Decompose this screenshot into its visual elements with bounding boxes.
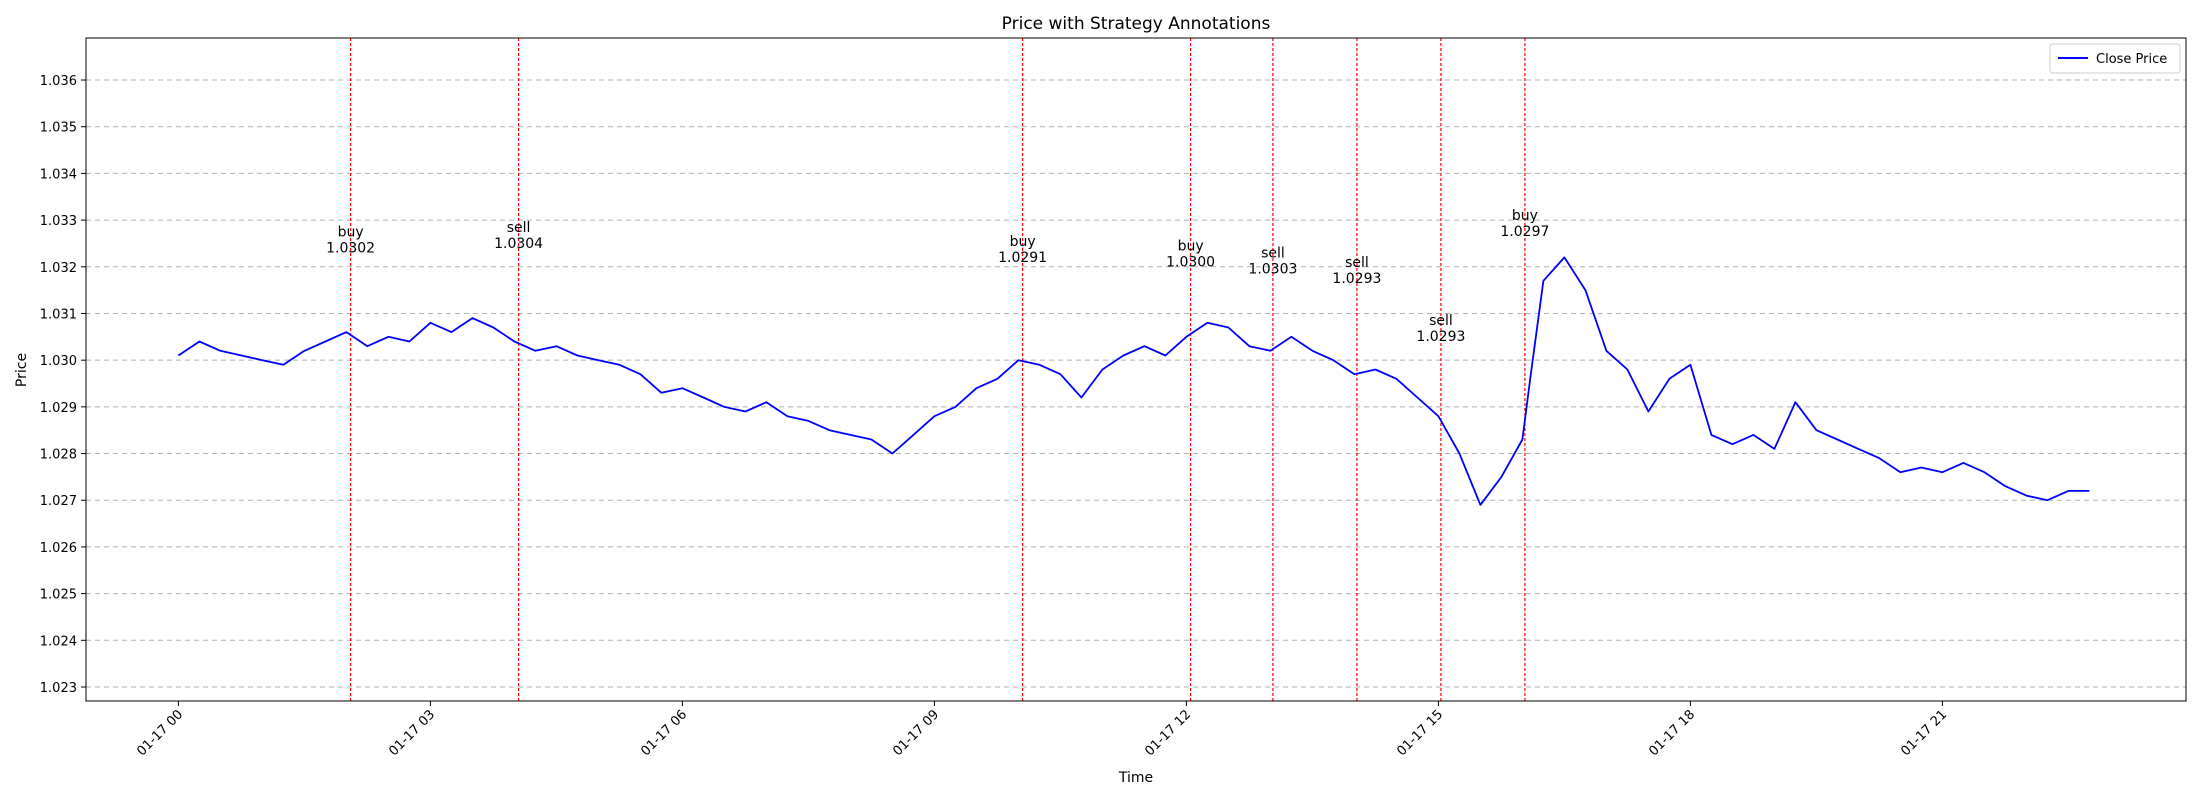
annotation-price-label: 1.0304	[494, 236, 543, 252]
annotation-price-label: 1.0291	[998, 250, 1047, 266]
legend-box	[2049, 43, 2181, 74]
annotation-price-label: 1.0297	[1500, 224, 1549, 240]
y-tick-label: 1.029	[40, 401, 77, 416]
series-line-close-price	[177, 256, 2090, 506]
y-tick-label: 1.035	[40, 121, 77, 136]
y-tick-label: 1.034	[40, 167, 77, 182]
annotation-action-label: buy	[1512, 208, 1538, 224]
legend: Close Price	[2049, 43, 2181, 74]
plot-area-frame	[85, 37, 2187, 702]
y-axis-label: Price	[14, 353, 30, 387]
annotation-price-label: 1.0303	[1248, 261, 1297, 277]
x-axis-label: Time	[1118, 770, 1153, 786]
y-tick-label: 1.024	[40, 634, 77, 649]
y-gridlines	[86, 79, 2186, 688]
annotation-action-label: sell	[1345, 255, 1369, 271]
y-tick-label: 1.023	[40, 681, 77, 696]
series-layer	[177, 256, 2090, 506]
y-axis: 1.023 1.024 1.025 1.026 1.027 1.028 1.029 1.030…	[40, 74, 86, 696]
y-tick-label: 1.032	[40, 261, 77, 276]
annotation-action-label: buy	[1178, 238, 1204, 254]
y-tick-label: 1.026	[40, 541, 77, 556]
annotation-action-label: sell	[1261, 245, 1285, 261]
y-tick-label: 1.030	[40, 354, 77, 369]
annotation-price-label: 1.0293	[1416, 329, 1465, 345]
legend-label-close-price: Close Price	[2096, 52, 2167, 67]
y-tick-label: 1.036	[40, 74, 77, 89]
strategy-annotation-lines	[350, 38, 1526, 701]
annotation-action-label: buy	[338, 224, 364, 240]
y-tick-label: 1.028	[40, 448, 77, 463]
chart-title: Price with Strategy Annotations	[1002, 14, 1271, 34]
annotation-action-label: buy	[1010, 234, 1036, 250]
annotation-price-label: 1.0300	[1166, 254, 1215, 270]
y-tick-label: 1.033	[40, 214, 77, 229]
y-tick-label: 1.031	[40, 307, 77, 322]
annotation-action-label: sell	[1429, 313, 1453, 329]
annotation-price-label: 1.0293	[1332, 271, 1381, 287]
y-tick-label: 1.025	[40, 588, 77, 603]
y-tick-label: 1.027	[40, 494, 77, 509]
annotation-action-label: sell	[507, 220, 531, 236]
annotation-price-label: 1.0302	[326, 240, 375, 256]
